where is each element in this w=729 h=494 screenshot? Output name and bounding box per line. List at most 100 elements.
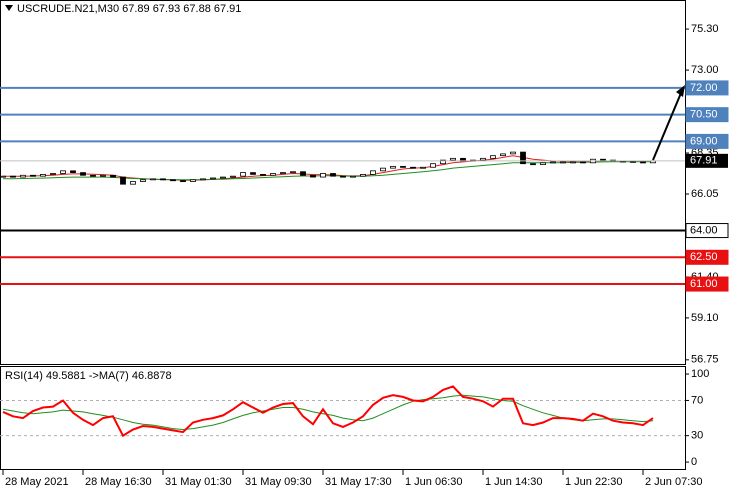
level-box (685, 133, 729, 149)
candle (380, 167, 386, 172)
candle (130, 181, 136, 185)
candle (290, 171, 296, 174)
candle (440, 159, 446, 165)
candle (50, 173, 56, 175)
candle (480, 157, 486, 161)
candle (230, 175, 236, 178)
arrow-line (652, 92, 682, 161)
candle (190, 179, 196, 182)
x-tick-label: 2 Jun 07:30 (645, 476, 703, 488)
level-box (685, 80, 729, 96)
level-box (685, 276, 729, 292)
candle (170, 179, 176, 182)
candle (110, 174, 116, 178)
y-tick-label: 56.75 (691, 354, 719, 366)
y-tick-label: 70 (691, 394, 703, 406)
chart-title: USCRUDE.N21,M30 67.89 67.93 67.88 67.91 (17, 3, 241, 15)
candle (320, 173, 326, 178)
level-label: 61.00 (690, 278, 718, 290)
candle (340, 175, 346, 178)
candle (0, 175, 6, 178)
last-price-label: 67.91 (690, 155, 718, 167)
candle (60, 170, 66, 174)
candle (250, 172, 256, 175)
y-tick-label: 75.30 (691, 23, 719, 35)
candle (360, 173, 366, 177)
level-box (685, 223, 729, 239)
level-box (685, 107, 729, 123)
x-tick-label: 1 Jun 22:30 (565, 476, 623, 488)
level-label: 69.00 (690, 135, 718, 147)
candle (280, 172, 286, 175)
rsi-line (2, 385, 654, 438)
candle (450, 157, 456, 161)
candle (300, 171, 306, 176)
y-tick-label: 100 (691, 368, 709, 380)
candle (90, 174, 96, 177)
x-tick-label: 1 Jun 14:30 (485, 476, 543, 488)
candle (390, 165, 396, 169)
candle (150, 178, 156, 181)
x-tick-label: 31 May 01:30 (165, 476, 232, 488)
rsi-title: RSI(14) 49.5881 ->MA(7) 46.8878 (5, 370, 172, 382)
candle (70, 170, 76, 174)
x-tick-label: 28 May 16:30 (85, 476, 152, 488)
candle (550, 161, 556, 164)
candle (80, 172, 86, 176)
arrow-head (676, 85, 685, 97)
candle (330, 173, 336, 177)
symbol-icon (5, 5, 13, 11)
candle (490, 155, 496, 159)
rsi-panel-frame (0, 366, 686, 470)
main-panel-frame (0, 0, 686, 365)
candle (630, 160, 636, 163)
candle (600, 158, 606, 161)
candle (270, 173, 276, 176)
x-tick-label: 28 May 2021 (5, 476, 69, 488)
candle (10, 175, 16, 178)
candle (540, 162, 546, 165)
level-label: 62.50 (690, 251, 718, 263)
candle (200, 178, 206, 181)
candle (220, 176, 226, 179)
level-label: 72.00 (690, 82, 718, 94)
x-tick-label: 1 Jun 06:30 (405, 476, 463, 488)
y-tick-label: 30 (691, 430, 703, 442)
candle (260, 173, 266, 176)
candle (640, 161, 646, 164)
candle (180, 180, 186, 183)
level-box (685, 249, 729, 265)
candle (580, 161, 586, 164)
candle (410, 166, 416, 169)
y-tick-label: 59.10 (691, 312, 719, 324)
candle (210, 177, 216, 180)
y-tick-label: 0 (691, 456, 697, 468)
candle (530, 163, 536, 166)
candle (40, 173, 46, 177)
candle (520, 151, 526, 165)
candle (350, 175, 356, 178)
x-tick-label: 31 May 09:30 (245, 476, 312, 488)
candle (310, 174, 316, 178)
y-tick-label: 66.05 (691, 188, 719, 200)
candle (570, 161, 576, 164)
candle (420, 166, 426, 169)
x-tick-label: 31 May 17:30 (325, 476, 392, 488)
candle (140, 179, 146, 182)
candle (20, 174, 26, 178)
candle (160, 178, 166, 181)
candle (510, 151, 516, 155)
level-label: 70.50 (690, 109, 718, 121)
level-label: 64.00 (690, 224, 718, 236)
candle (400, 165, 406, 168)
candle (30, 174, 36, 177)
candle (430, 163, 436, 168)
rsi-ma-line (2, 394, 654, 431)
candle (370, 170, 376, 175)
candle (240, 172, 246, 177)
candle (560, 161, 566, 164)
candle (120, 176, 126, 185)
last-price-box (686, 153, 728, 168)
candle (500, 153, 506, 157)
